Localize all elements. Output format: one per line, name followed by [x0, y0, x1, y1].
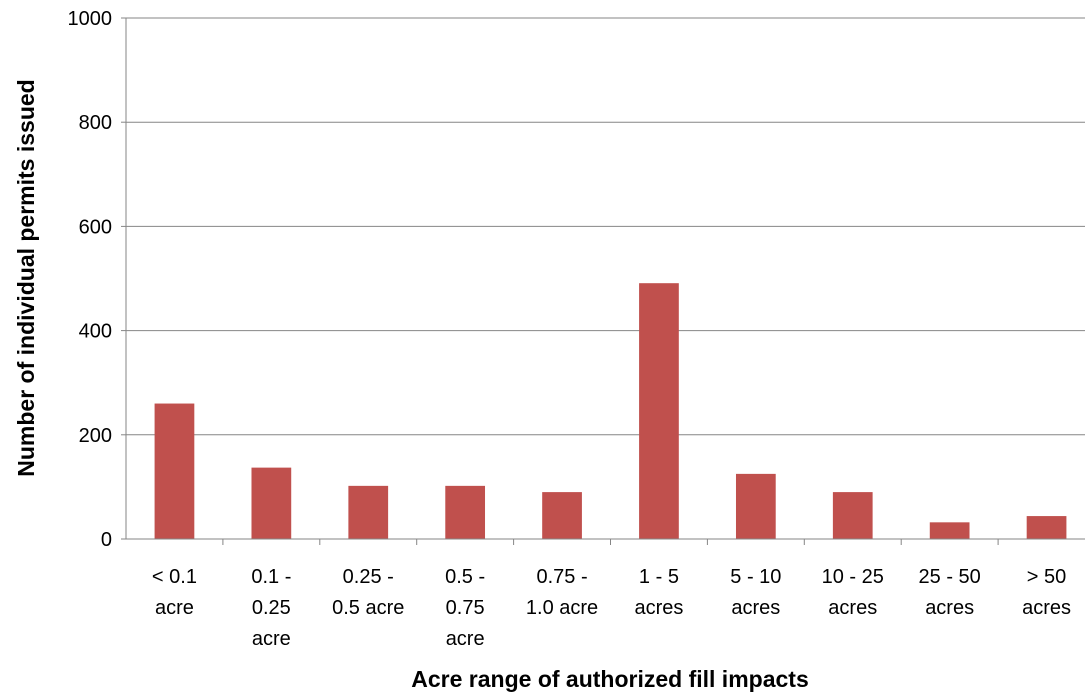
x-category-label: 0.25 -: [343, 566, 394, 588]
x-category-label: acres: [731, 597, 780, 619]
x-category-label: > 50: [1027, 566, 1066, 588]
x-category-label: acres: [634, 597, 683, 619]
x-category-label: acres: [925, 597, 974, 619]
x-category-label: 10 - 25: [822, 566, 884, 588]
bar: [542, 492, 582, 539]
x-category-label: 25 - 50: [919, 566, 981, 588]
gridlines: [126, 17, 1085, 436]
x-category-labels: < 0.1 acre 0.1 - 0.25 acre 0.25 - 0.5 acre 0.5 …: [152, 539, 1071, 650]
x-category-label: < 0.1: [152, 566, 197, 588]
x-category-label: acre: [155, 597, 194, 619]
x-category-label: 0.1 -: [251, 566, 291, 588]
y-axis-title: Number of individual permits issued: [13, 79, 39, 476]
bar: [251, 467, 292, 539]
x-category-label: acres: [828, 597, 877, 619]
y-tick-label: 800: [79, 112, 112, 134]
x-category-label: 0.5 acre: [332, 597, 404, 619]
y-tick-label: 1000: [68, 8, 113, 30]
x-category-label: 0.25: [252, 597, 291, 619]
bar: [929, 522, 970, 539]
y-tick-label: 0: [101, 529, 112, 551]
x-category-label: 0.5 -: [445, 566, 485, 588]
y-tick-labels: 0 200 400 600 800 1000: [68, 8, 126, 551]
x-axis-title: Acre range of authorized fill impacts: [411, 666, 808, 692]
bars: [154, 283, 1067, 539]
y-tick-label: 200: [79, 425, 112, 447]
x-category-label: 1 - 5: [639, 566, 679, 588]
x-category-label: acre: [252, 628, 291, 650]
bar: [1026, 516, 1067, 539]
x-category-label: 0.75 -: [536, 566, 587, 588]
x-category-label: 0.75: [446, 597, 485, 619]
x-category-label: 5 - 10: [730, 566, 781, 588]
x-category-label: acre: [446, 628, 485, 650]
bar: [348, 485, 389, 539]
y-tick-label: 400: [79, 321, 112, 343]
bar: [154, 403, 195, 539]
x-category-label: acres: [1022, 597, 1071, 619]
bar: [445, 485, 486, 539]
bar: [735, 473, 776, 539]
bar: [832, 492, 873, 539]
y-tick-label: 600: [79, 216, 112, 238]
x-category-label: 1.0 acre: [526, 597, 598, 619]
bar: [639, 283, 679, 539]
